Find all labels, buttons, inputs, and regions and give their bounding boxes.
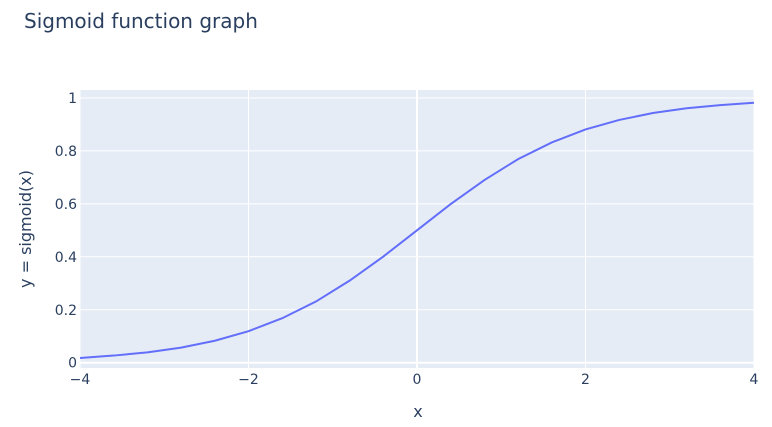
x-axis-ticks: −4 −2 0 2 4: [70, 372, 759, 388]
chart-title: Sigmoid function graph: [24, 9, 258, 33]
grid-lines: [79, 90, 755, 368]
x-tick-label: 4: [750, 372, 759, 388]
y-axis-label: y = sigmoid(x): [16, 170, 35, 288]
x-tick-label: 0: [413, 372, 422, 388]
y-tick-label: 1: [68, 91, 77, 107]
sigmoid-line: [79, 101, 755, 359]
x-axis-label: x: [413, 402, 422, 421]
x-tick-label: −2: [238, 372, 259, 388]
y-tick-label: 0.6: [55, 197, 77, 213]
y-tick-label: 0.2: [55, 303, 77, 319]
x-tick-label: −4: [70, 372, 91, 388]
x-tick-label: 2: [581, 372, 590, 388]
y-tick-label: 0.4: [55, 250, 77, 266]
y-tick-label: 0.8: [55, 144, 77, 160]
y-tick-label: 0: [68, 356, 77, 372]
y-axis-ticks: 0 0.2 0.4 0.6 0.8 1: [55, 91, 77, 372]
